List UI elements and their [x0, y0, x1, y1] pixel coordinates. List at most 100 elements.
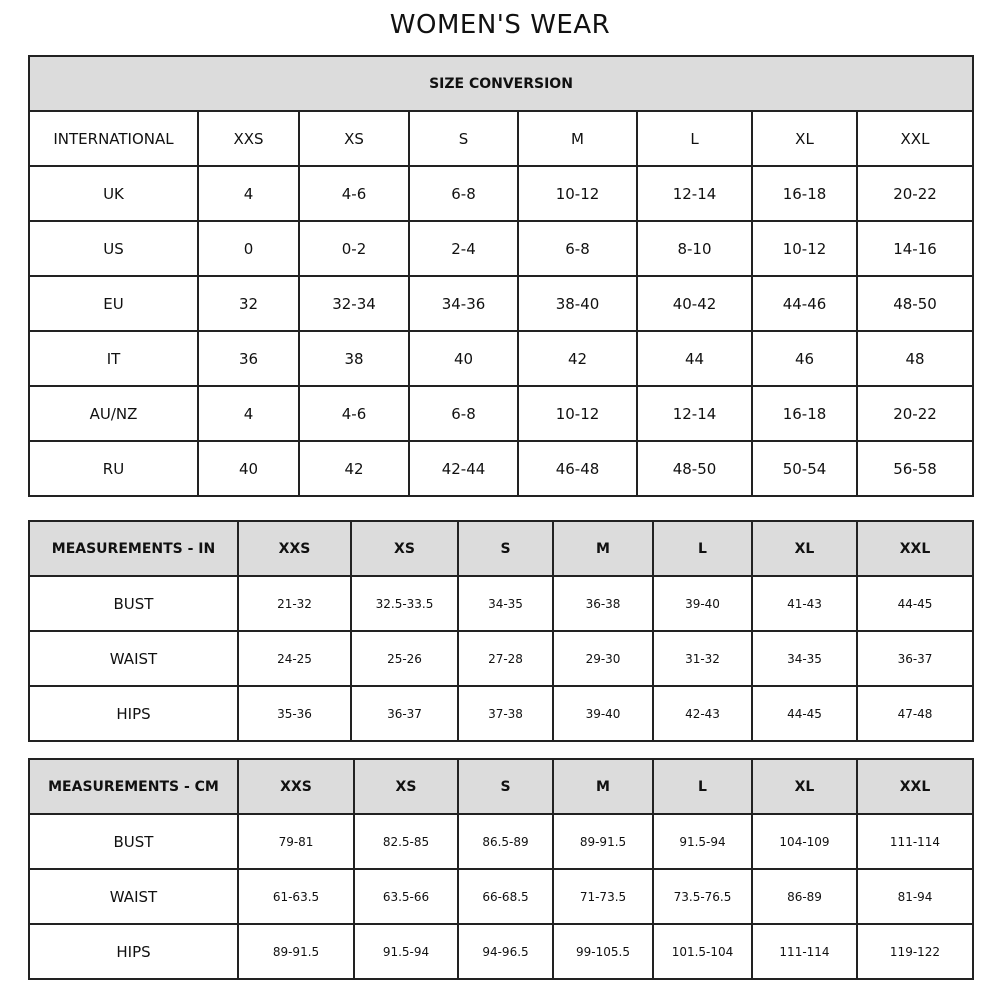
column-header: S: [457, 758, 554, 815]
table-cell: 42-43: [652, 685, 753, 742]
row-label: US: [28, 220, 199, 277]
measurements-in-table: MEASUREMENTS - IN XXS XS S M L XL XXL BUST 21-32 3…: [28, 520, 974, 742]
table-cell: 119-122: [856, 923, 974, 980]
table-cell: 44-46: [751, 275, 858, 332]
column-header: XXS: [237, 758, 355, 815]
table-cell: 41-43: [751, 575, 858, 632]
table-cell: 50-54: [751, 440, 858, 497]
table-cell: 14-16: [856, 220, 974, 277]
table-cell: 63.5-66: [353, 868, 459, 925]
row-label: BUST: [28, 813, 239, 870]
table-cell: 34-35: [457, 575, 554, 632]
table-cell: 44-45: [856, 575, 974, 632]
header-row: MEASUREMENTS - CM XXS XS S M L XL XXL: [28, 758, 974, 815]
header-row: MEASUREMENTS - IN XXS XS S M L XL XXL: [28, 520, 974, 577]
table-cell: 66-68.5: [457, 868, 554, 925]
table-cell: 101.5-104: [652, 923, 753, 980]
row-label: HIPS: [28, 923, 239, 980]
row-label: BUST: [28, 575, 239, 632]
table-cell: 36-37: [856, 630, 974, 687]
row-header-label: MEASUREMENTS - CM: [28, 758, 239, 815]
table-cell: 44-45: [751, 685, 858, 742]
header-row: INTERNATIONAL XXS XS S M L XL XXL: [28, 110, 974, 167]
row-header-label: MEASUREMENTS - IN: [28, 520, 239, 577]
table-cell: 42: [517, 330, 638, 387]
caption-row: SIZE CONVERSION: [28, 55, 974, 112]
table-cell: 36-38: [552, 575, 654, 632]
table-cell: 38: [298, 330, 410, 387]
table-cell: 8-10: [636, 220, 753, 277]
table-cell: 89-91.5: [237, 923, 355, 980]
table-cell: 24-25: [237, 630, 352, 687]
column-header: XXS: [197, 110, 300, 167]
table-cell: 44: [636, 330, 753, 387]
column-header: XS: [350, 520, 459, 577]
size-conversion-table: SIZE CONVERSION INTERNATIONAL XXS XS S M L XL XX…: [28, 55, 974, 497]
table-cell: 12-14: [636, 165, 753, 222]
row-label: WAIST: [28, 868, 239, 925]
table-cell: 42: [298, 440, 410, 497]
table-cell: 0-2: [298, 220, 410, 277]
table-cell: 16-18: [751, 165, 858, 222]
table-cell: 4: [197, 385, 300, 442]
table-cell: 86.5-89: [457, 813, 554, 870]
table-cell: 6-8: [408, 165, 519, 222]
table-cell: 48-50: [856, 275, 974, 332]
table-cell: 61-63.5: [237, 868, 355, 925]
table-cell: 79-81: [237, 813, 355, 870]
table-cell: 89-91.5: [552, 813, 654, 870]
table-cell: 71-73.5: [552, 868, 654, 925]
row-header-label: INTERNATIONAL: [28, 110, 199, 167]
table-cell: 40: [408, 330, 519, 387]
column-header: XL: [751, 110, 858, 167]
row-label: HIPS: [28, 685, 239, 742]
table-cell: 4-6: [298, 385, 410, 442]
table-cell: 34-36: [408, 275, 519, 332]
column-header: M: [517, 110, 638, 167]
table-cell: 40-42: [636, 275, 753, 332]
table-cell: 2-4: [408, 220, 519, 277]
column-header: XXL: [856, 520, 974, 577]
table-row: WAIST 61-63.5 63.5-66 66-68.5 71-73.5 73.5-76…: [28, 868, 974, 925]
table-cell: 82.5-85: [353, 813, 459, 870]
table-row: BUST 79-81 82.5-85 86.5-89 89-91.5 91.5-94 104…: [28, 813, 974, 870]
table-row: HIPS 89-91.5 91.5-94 94-96.5 99-105.5 101.5-1…: [28, 923, 974, 980]
table-cell: 31-32: [652, 630, 753, 687]
column-header: XL: [751, 520, 858, 577]
table-cell: 29-30: [552, 630, 654, 687]
column-header: XXL: [856, 110, 974, 167]
table-cell: 0: [197, 220, 300, 277]
table-row: UK 4 4-6 6-8 10-12 12-14 16-18 20-22: [28, 165, 974, 222]
table-cell: 37-38: [457, 685, 554, 742]
table-cell: 10-12: [517, 165, 638, 222]
table-cell: 86-89: [751, 868, 858, 925]
table-cell: 111-114: [751, 923, 858, 980]
measurements-cm-table: MEASUREMENTS - CM XXS XS S M L XL XXL BUST 79-81 8…: [28, 758, 974, 980]
table-row: RU 40 42 42-44 46-48 48-50 50-54 56-58: [28, 440, 974, 497]
table-row: WAIST 24-25 25-26 27-28 29-30 31-32 34-35 36-37: [28, 630, 974, 687]
table-cell: 39-40: [652, 575, 753, 632]
table-row: US 0 0-2 2-4 6-8 8-10 10-12 14-16: [28, 220, 974, 277]
table-cell: 4-6: [298, 165, 410, 222]
table-cell: 56-58: [856, 440, 974, 497]
table-cell: 6-8: [408, 385, 519, 442]
column-header: L: [652, 758, 753, 815]
row-label: EU: [28, 275, 199, 332]
table-cell: 99-105.5: [552, 923, 654, 980]
table-cell: 6-8: [517, 220, 638, 277]
table-row: BUST 21-32 32.5-33.5 34-35 36-38 39-40 41-43 44…: [28, 575, 974, 632]
table-cell: 32.5-33.5: [350, 575, 459, 632]
table-row: IT 36 38 40 42 44 46 48: [28, 330, 974, 387]
row-label: IT: [28, 330, 199, 387]
column-header: XXL: [856, 758, 974, 815]
table-cell: 34-35: [751, 630, 858, 687]
table-cell: 73.5-76.5: [652, 868, 753, 925]
table-cell: 20-22: [856, 385, 974, 442]
table-cell: 12-14: [636, 385, 753, 442]
table-cell: 36: [197, 330, 300, 387]
table-cell: 16-18: [751, 385, 858, 442]
table-row: EU 32 32-34 34-36 38-40 40-42 44-46 48-50: [28, 275, 974, 332]
table-cell: 36-37: [350, 685, 459, 742]
table-cell: 42-44: [408, 440, 519, 497]
row-label: UK: [28, 165, 199, 222]
